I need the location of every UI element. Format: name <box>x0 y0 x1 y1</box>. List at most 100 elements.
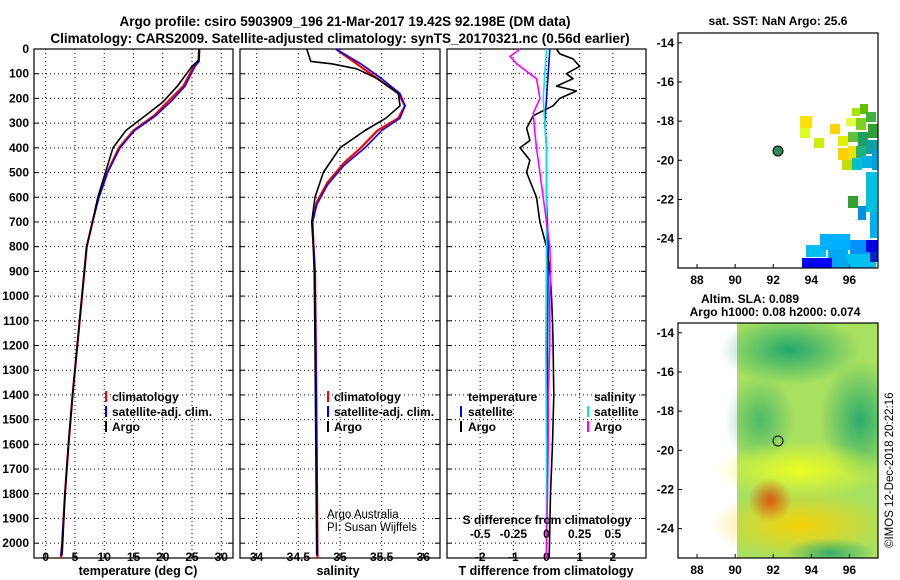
sst-map-cells <box>800 104 878 268</box>
map-x-tick-label: 96 <box>843 563 857 577</box>
salinity-annotation-line1: Argo Australia <box>327 509 399 521</box>
difference-legend: temperature satellite Argo salinity sate… <box>460 390 639 527</box>
depth-tick-label: 800 <box>9 240 29 254</box>
legend-title-salinity: salinity <box>594 390 636 404</box>
sla-blob-orange <box>748 478 792 522</box>
sst-cell <box>814 138 824 148</box>
salinity-legend: climatology satellite-adj. clim. Argo Ar… <box>327 390 434 534</box>
s-tick-label: 0.25 <box>568 527 592 541</box>
legend-label-t-argo: Argo <box>468 420 496 434</box>
map-y-tick-label: -22 <box>657 482 675 496</box>
x-tick-label: 1 <box>576 550 583 564</box>
depth-tick-label: 1300 <box>2 363 29 377</box>
x-tick-label: 36 <box>417 550 431 564</box>
series-line-argo <box>305 48 401 556</box>
depth-tick-label: 600 <box>9 190 29 204</box>
panel-gridlines <box>34 48 646 558</box>
sst-cell <box>846 254 876 268</box>
panel-x-tick-labels: 0 5 10 15 20 25 30 34 34.5 35 35.5 36 -2 -1 0 1 2 <box>42 550 616 564</box>
sst-cell <box>838 136 848 146</box>
s-tick-label: 0.5 <box>604 527 621 541</box>
sla-map-title-line1: Altim. SLA: 0.089 <box>701 292 799 306</box>
x-tick-label: 15 <box>127 550 141 564</box>
map-y-tick-label: -16 <box>657 365 675 379</box>
x-tick-label: 34.5 <box>287 550 311 564</box>
legend-swatch-satellite <box>327 406 329 417</box>
legend-title-temperature: temperature <box>468 390 538 404</box>
map-y-tick-label: -22 <box>657 192 675 206</box>
sst-cell <box>862 156 872 168</box>
sst-cell <box>866 172 878 212</box>
sla-blob-green-top <box>720 323 860 385</box>
legend-label-s-satellite: satellite <box>594 405 639 419</box>
sst-cell <box>848 196 858 208</box>
depth-tick-label: 1400 <box>2 388 29 402</box>
series-line-satellite-adj-clim- <box>311 48 406 556</box>
map-y-tick-label: -18 <box>657 114 675 128</box>
series-line-argo <box>61 48 200 556</box>
x-tick-label: 30 <box>215 550 229 564</box>
map-x-tick-label: 92 <box>767 273 781 287</box>
legend-swatch-t-argo <box>460 421 462 432</box>
x-tick-label: 34 <box>250 550 264 564</box>
map-x-tick-label: 88 <box>690 563 704 577</box>
x-tick-label: 0 <box>42 550 49 564</box>
imos-credit: ©IMOS 12-Dec-2018 20:22:16 <box>884 392 896 548</box>
x-tick-label: -2 <box>475 550 486 564</box>
series-line-s-satellite <box>542 48 548 558</box>
sst-cell <box>820 234 850 250</box>
sst-map-title: sat. SST: NaN Argo: 25.6 <box>709 14 848 28</box>
chart-title-line2: Climatology: CARS2009. Satellite-adjuste… <box>50 31 629 46</box>
sst-map-frame <box>677 32 879 269</box>
depth-tick-label: 1000 <box>2 289 29 303</box>
sst-cell <box>860 104 868 114</box>
depth-tick-label: 500 <box>9 166 29 180</box>
sla-argo-marker <box>772 435 784 447</box>
legend-label-t-satellite: satellite <box>468 405 513 419</box>
x-tick-label: 25 <box>185 550 199 564</box>
sst-cell <box>848 132 858 142</box>
sst-cell <box>852 108 860 116</box>
sst-cell <box>856 146 866 158</box>
depth-tick-label: 300 <box>9 116 29 130</box>
map-y-tick-label: -14 <box>657 36 675 50</box>
sla-blob-green-bottom <box>785 538 875 558</box>
legend-swatch-climatology <box>327 391 329 402</box>
sst-cell <box>832 258 848 268</box>
legend-label-argo: Argo <box>334 420 362 434</box>
sst-cell <box>870 212 878 238</box>
x-tick-label: 2 <box>609 550 616 564</box>
depth-axis-labels: 0 100 200 300 400 500 600 700 800 900 1000 1100 1200… <box>2 42 29 550</box>
series-line-s-argo <box>509 48 552 558</box>
series-line-climatology <box>311 48 407 559</box>
depth-tick-label: 100 <box>9 67 29 81</box>
chart-title-line1: Argo profile: csiro 5903909_196 21-Mar-2… <box>120 14 571 29</box>
depth-tick-label: 1500 <box>2 413 29 427</box>
map-y-tick-label: -20 <box>657 153 675 167</box>
depth-tick-label: 1600 <box>2 437 29 451</box>
x-tick-label: 5 <box>72 550 79 564</box>
depth-tick-label: 0 <box>22 42 29 56</box>
sla-map-title-line2: Argo h1000: 0.08 h2000: 0.074 <box>690 305 861 319</box>
sst-cell <box>842 160 852 170</box>
depth-tick-label: 1700 <box>2 462 29 476</box>
sst-cell <box>802 258 832 268</box>
legend-label-argo: Argo <box>112 420 140 434</box>
map-tick-labels: 88 90 92 94 96 -14 -16 -18 -20 -22 -24 88 90 92 94 96 -1… <box>657 36 857 577</box>
s-tick-label: 0 <box>543 527 550 541</box>
depth-tick-label: 1200 <box>2 339 29 353</box>
salinity-xlabel: salinity <box>316 564 359 578</box>
sst-cell <box>830 124 840 134</box>
x-tick-label: 35 <box>333 550 347 564</box>
sst-cell <box>866 240 878 252</box>
profile-lines <box>59 48 581 559</box>
legend-swatch-s-satellite <box>587 406 589 417</box>
sst-cell <box>866 112 876 122</box>
series-line-t-argo <box>519 48 581 559</box>
map-y-tick-label: -16 <box>657 75 675 89</box>
x-tick-label: 35.5 <box>370 550 394 564</box>
sst-cell <box>872 150 878 170</box>
salinity-annotation-line2: PI: Susan Wijffels <box>327 522 417 534</box>
map-y-tick-label: -24 <box>657 522 675 536</box>
